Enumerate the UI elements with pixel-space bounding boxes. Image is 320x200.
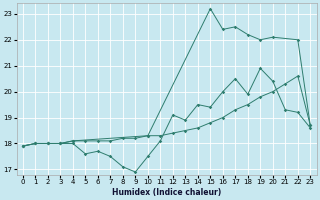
X-axis label: Humidex (Indice chaleur): Humidex (Indice chaleur) bbox=[112, 188, 221, 197]
